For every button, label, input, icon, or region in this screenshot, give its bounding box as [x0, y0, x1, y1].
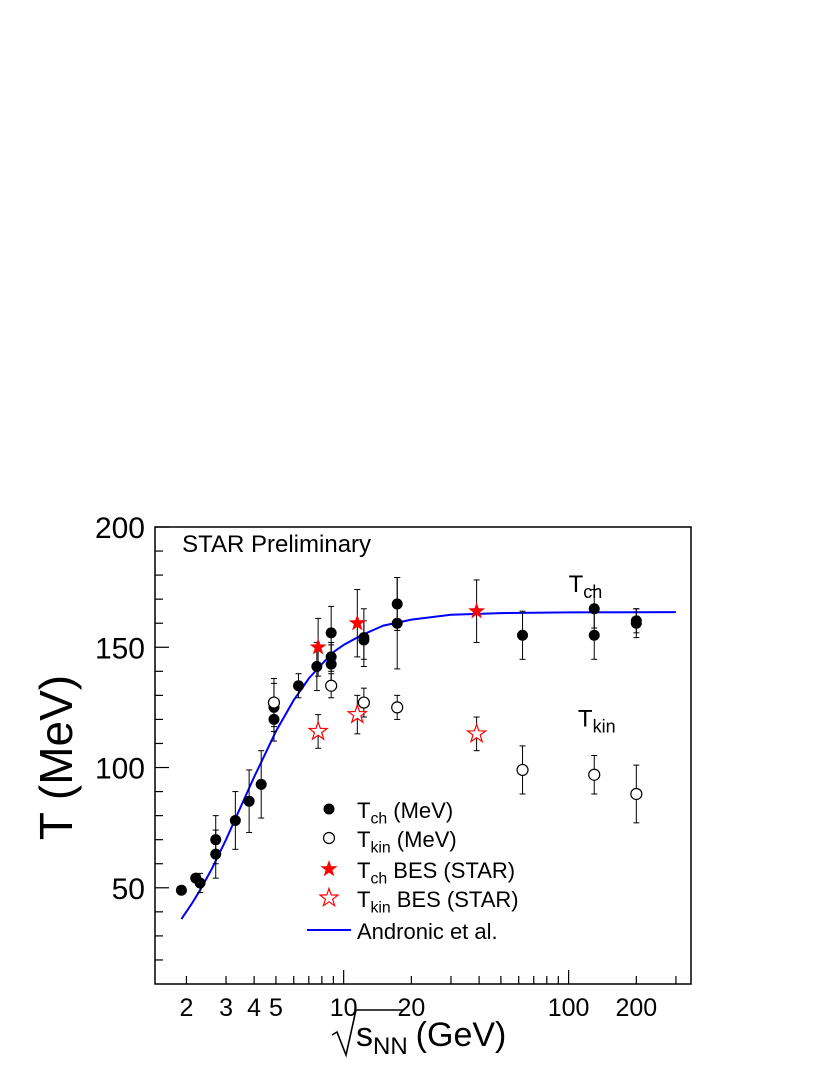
legend-item: Tkin (MeV) — [322, 827, 457, 857]
legend-marker — [322, 831, 336, 845]
legend-label-sub: kin — [370, 900, 390, 917]
x-axis-label-main: s — [356, 1016, 373, 1054]
data-point — [348, 614, 366, 631]
data-point — [516, 763, 529, 777]
x-tick-label: 100 — [548, 994, 590, 1022]
legend-label-main: T — [357, 887, 370, 912]
legend-label-sub: ch — [370, 871, 387, 888]
data-point — [325, 658, 337, 670]
x-axis-label-sub: NN — [373, 1033, 408, 1060]
legend: Tch (MeV)Tkin (MeV)Tch BES (STAR)Tkin BE… — [307, 798, 519, 944]
legend-label: Tkin (MeV) — [357, 827, 457, 857]
x-axis-label-unit: (GeV) — [416, 1016, 507, 1054]
data-point — [175, 884, 187, 896]
data-point — [588, 603, 600, 615]
data-point — [255, 778, 267, 790]
x-tick-label: 200 — [615, 994, 657, 1022]
x-tick-label: 2 — [179, 994, 193, 1022]
plot-frame — [154, 526, 692, 985]
data-point — [210, 834, 222, 846]
x-tick-label: 10 — [330, 994, 358, 1022]
data-point — [391, 701, 404, 714]
data-point — [346, 703, 369, 724]
data-point — [391, 617, 403, 629]
legend-label-main: T — [357, 827, 370, 852]
data-point — [309, 638, 327, 655]
annotation-tkin-label: Tkin — [578, 706, 616, 737]
data-point — [465, 722, 488, 743]
data-point — [630, 787, 643, 801]
legend-label-sub: ch — [370, 811, 387, 828]
legend-label-main: T — [357, 858, 370, 883]
data-point — [243, 795, 255, 807]
data-point — [268, 713, 280, 725]
legend-marker — [323, 803, 335, 815]
marker-layer — [175, 598, 643, 896]
data-point — [358, 634, 370, 646]
data-point — [293, 680, 305, 692]
legend-item: Andronic et al. — [307, 919, 498, 944]
legend-label: Tkin BES (STAR) — [357, 887, 519, 917]
legend-label-rest: (MeV) — [387, 798, 453, 823]
legend-label-rest: (MeV) — [391, 827, 457, 852]
y-tick-label: 150 — [95, 632, 145, 665]
y-tick-label: 100 — [95, 753, 145, 786]
data-point — [325, 679, 338, 692]
data-point — [267, 696, 281, 709]
data-point — [311, 661, 323, 673]
legend-label: Andronic et al. — [357, 919, 498, 944]
data-point — [517, 629, 529, 641]
annotation-tch-label: Tch — [569, 571, 603, 602]
data-point — [588, 629, 600, 641]
x-tick-label: 5 — [269, 994, 283, 1022]
y-axis-label: T (MeV) — [30, 675, 82, 840]
tkin-label-sub: kin — [593, 717, 616, 737]
data-point — [357, 696, 370, 709]
data-point — [194, 877, 206, 889]
legend-label: Tch BES (STAR) — [357, 858, 515, 888]
data-point — [588, 768, 601, 781]
tch-label-main: T — [569, 571, 584, 598]
data-point — [229, 814, 241, 826]
data-point — [210, 848, 222, 860]
x-tick-label: 20 — [397, 994, 425, 1022]
x-axis-label-text: sNN (GeV) — [356, 1016, 506, 1060]
legend-item: Tch BES (STAR) — [320, 858, 515, 888]
legend-label-rest: BES (STAR) — [391, 887, 519, 912]
annotation-preliminary: STAR Preliminary — [182, 531, 371, 558]
legend-marker — [320, 860, 338, 877]
x-axis-label: sNN (GeV) — [331, 1009, 506, 1060]
x-tick-label: 4 — [247, 994, 261, 1022]
tkin-label-main: T — [578, 706, 593, 733]
legend-label-main: Andronic et al. — [357, 919, 498, 944]
legend-label-main: T — [357, 798, 370, 823]
y-tick-label: 200 — [95, 512, 145, 545]
tch-label-sub: ch — [583, 582, 602, 602]
axis-layer: 50 100 150 200 2 3 4 5 10 20 100 200 T (MeV) sNN (GeV) — [30, 512, 677, 1060]
legend-label-sub: kin — [370, 840, 390, 857]
data-point — [307, 720, 329, 741]
x-tick-label: 3 — [219, 994, 233, 1022]
y-tick-label: 50 — [112, 873, 145, 906]
data-point — [325, 627, 337, 639]
sqrt-symbol — [331, 1009, 404, 1058]
legend-label-rest: BES (STAR) — [387, 858, 515, 883]
legend-item: Tkin BES (STAR) — [318, 886, 519, 917]
legend-marker — [318, 886, 340, 908]
legend-item: Tch (MeV) — [323, 798, 453, 828]
data-point — [630, 615, 642, 627]
legend-label: Tch (MeV) — [357, 798, 453, 828]
data-point — [391, 598, 403, 610]
data-point — [468, 602, 486, 619]
